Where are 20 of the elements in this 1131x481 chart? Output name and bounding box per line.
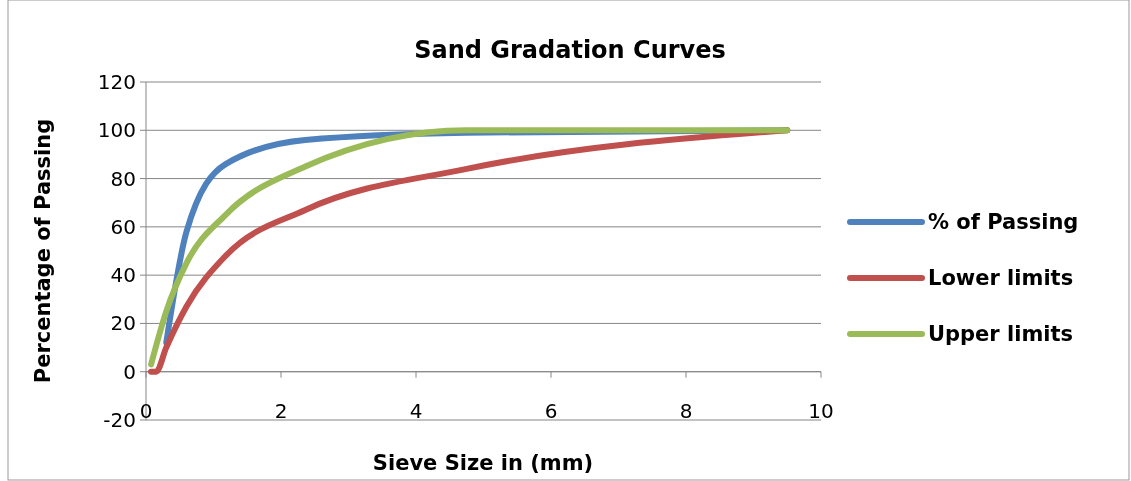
x-tick-label: 6 bbox=[544, 399, 558, 423]
legend-label: Lower limits bbox=[928, 266, 1074, 291]
y-tick-label: 60 bbox=[110, 214, 136, 239]
legend-label: % of Passing bbox=[928, 210, 1079, 235]
x-tick-label: 4 bbox=[409, 399, 423, 423]
x-tick-label: 2 bbox=[274, 399, 288, 423]
chart-title: Sand Gradation Curves bbox=[414, 36, 726, 64]
y-tick-label: 20 bbox=[110, 311, 136, 336]
y-tick-label: -20 bbox=[103, 408, 136, 432]
x-tick-label: 0 bbox=[139, 399, 153, 423]
x-axis-title: Sieve Size in (mm) bbox=[372, 451, 594, 475]
legend-label: Upper limits bbox=[928, 322, 1074, 347]
y-tick-label: 120 bbox=[97, 70, 136, 94]
x-tick-label: 10 bbox=[808, 399, 834, 423]
y-tick-label: 0 bbox=[123, 359, 136, 384]
y-tick-label: 80 bbox=[110, 166, 136, 191]
x-tick-label: 8 bbox=[679, 399, 693, 423]
y-tick-label: 100 bbox=[97, 118, 136, 143]
y-tick-label: 40 bbox=[110, 263, 136, 288]
y-axis-title: Percentage of Passing bbox=[31, 118, 55, 384]
